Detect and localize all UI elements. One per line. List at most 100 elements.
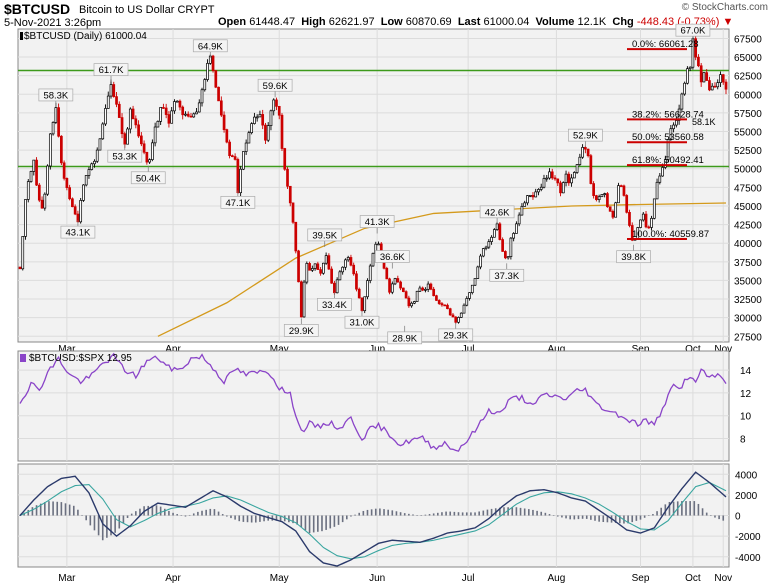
macd-histogram-bar: [114, 515, 116, 533]
macd-histogram-bar: [197, 511, 199, 516]
candle-body: [534, 191, 538, 198]
macd-histogram-bar: [656, 511, 658, 516]
price-month-label: Aug: [547, 344, 565, 355]
candle-body: [385, 267, 389, 280]
candle-body: [186, 113, 190, 117]
price-legend-swatch: [20, 32, 23, 40]
bottom-month-label: Sep: [632, 573, 650, 584]
candle-body: [399, 281, 402, 289]
macd-histogram-bar: [664, 504, 667, 516]
macd-histogram-bar: [288, 515, 290, 523]
macd-histogram-bar: [279, 515, 282, 521]
candle-body: [344, 259, 347, 268]
price-month-label: Jun: [369, 344, 385, 355]
macd-histogram-bar: [685, 501, 687, 516]
macd-histogram-bar: [81, 514, 83, 516]
candle-body: [253, 116, 256, 124]
candle-body: [40, 199, 44, 209]
price-tick-label: 52500: [734, 146, 762, 157]
annotation-box: [489, 268, 525, 282]
candle-body: [710, 85, 714, 91]
annotation-label: 28.9K: [392, 333, 417, 344]
candle-body: [255, 116, 259, 119]
low-value: 60870.69: [405, 16, 452, 28]
candle-body: [688, 66, 692, 70]
macd-histogram-bar: [379, 508, 381, 516]
candle-body: [239, 168, 242, 194]
candle-body: [515, 223, 518, 234]
price-tick-label: 57500: [734, 109, 762, 120]
candle-body: [531, 195, 535, 198]
price-tick-label: 42500: [734, 221, 762, 232]
candle-body: [666, 139, 670, 160]
bottom-month-label: Mar: [58, 573, 76, 584]
candle-body: [68, 187, 71, 200]
candle-body: [677, 108, 681, 121]
bottom-month-label: Aug: [547, 573, 565, 584]
macd-histogram-bar: [482, 510, 485, 516]
moving-average: [157, 202, 727, 337]
candle-body: [54, 107, 58, 123]
candle-body: [650, 217, 653, 228]
security-name: Bitcoin to US Dollar CRYPT: [79, 4, 215, 16]
bottom-month-label: Oct: [685, 573, 701, 584]
candle-body: [87, 169, 91, 176]
candle-body: [145, 151, 149, 163]
candle-body: [639, 219, 642, 228]
candle-body: [46, 165, 49, 195]
macd-histogram-bar: [312, 515, 315, 533]
macd-histogram-bar: [424, 514, 427, 516]
candle-body: [60, 135, 63, 164]
macd-histogram-bar: [441, 512, 443, 516]
down-arrow-icon: ▼: [722, 16, 734, 28]
fib-label: 0.0%: 66061.28: [632, 39, 699, 50]
candle-body: [156, 120, 160, 128]
macd-histogram-bar: [437, 512, 439, 516]
annotation-box: [283, 324, 319, 337]
macd-histogram-bar: [556, 515, 559, 517]
ma-line: [157, 202, 727, 337]
macd-histogram-bar: [515, 507, 518, 516]
price-tick-label: 47500: [734, 183, 762, 194]
macd-histogram-bar: [383, 509, 385, 516]
candle-body: [131, 108, 135, 120]
fib-label: 38.2%: 56628.74: [632, 109, 704, 120]
price-tick-label: 35000: [734, 276, 762, 287]
candle-body: [26, 181, 30, 200]
candle-body: [305, 263, 309, 283]
macd-histogram-bar: [192, 513, 195, 516]
annotation-box: [60, 225, 96, 239]
candle-body: [446, 304, 449, 310]
ratio-panel: [17, 350, 730, 462]
annotation-label: 31.0K: [350, 318, 375, 329]
macd-histogram-bar: [536, 510, 538, 516]
candle-body: [106, 95, 110, 109]
bottom-month-label: Jul: [462, 573, 475, 584]
price-annotation: 52.9K: [568, 128, 603, 148]
macd-histogram-bar: [151, 505, 154, 516]
macd-histogram-bar: [263, 515, 265, 522]
candle-body: [126, 128, 129, 145]
candle-body: [170, 110, 174, 124]
price-annotation: 28.9K: [387, 325, 423, 344]
candle-body: [481, 248, 485, 257]
candle-body: [457, 317, 460, 323]
high-value: 62621.97: [328, 16, 375, 28]
macd-histogram-bar: [635, 515, 638, 521]
candle-body: [352, 264, 356, 275]
annotation-label: 37.3K: [494, 271, 519, 282]
candle-body: [231, 155, 234, 158]
candle-body: [195, 111, 198, 115]
candle-body: [35, 159, 38, 186]
candle-body: [233, 156, 237, 160]
candle-body: [415, 290, 419, 302]
macd-histogram-bar: [254, 515, 257, 523]
copyright-link[interactable]: © StockCharts.com: [681, 2, 768, 13]
candle-body: [316, 263, 320, 270]
macd-histogram-bar: [337, 515, 340, 525]
annotation-label: 29.9K: [289, 326, 314, 337]
macd-histogram-bar: [126, 515, 129, 518]
annotation-box: [438, 328, 474, 342]
fib-label: 50.0%: 53560.58: [632, 132, 704, 143]
annotation-label: 41.3K: [365, 217, 390, 228]
